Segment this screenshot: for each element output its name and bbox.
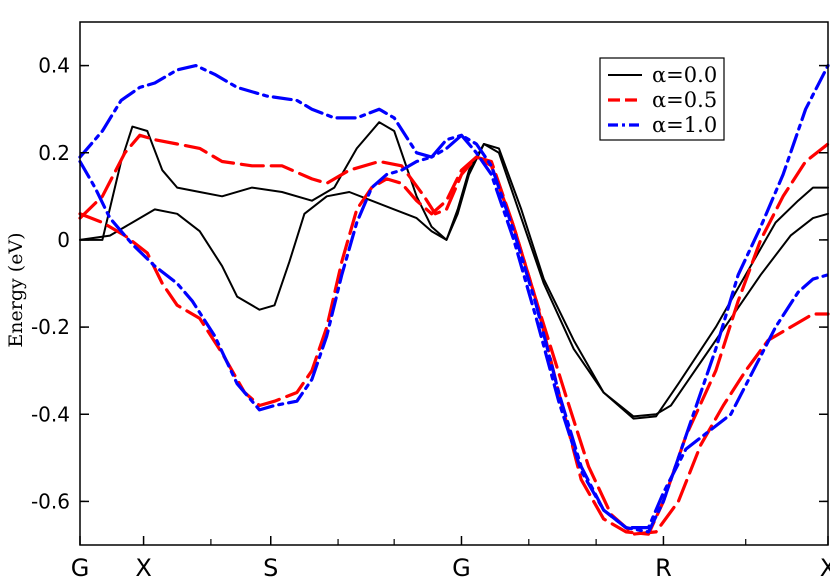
series-layer bbox=[78, 63, 830, 536]
series-2-band-0-line bbox=[78, 63, 830, 534]
y-tick-label-5: -0.6 bbox=[31, 489, 70, 513]
axes-layer bbox=[79, 21, 829, 546]
y-tick-label-3: -0.2 bbox=[31, 315, 70, 339]
ticks-layer: 0.4 0.2 0 -0.2 -0.4 -0.6 G X S G R X bbox=[31, 54, 830, 582]
y-tick-label-1: 0.2 bbox=[38, 141, 70, 165]
legend-label-0: α=0.0 bbox=[652, 63, 717, 87]
x-tick-label-1: X bbox=[135, 554, 151, 582]
y-tick-label-2: 0 bbox=[57, 228, 70, 252]
x-tick-label-5: X bbox=[820, 554, 830, 582]
series-2-band-1-line bbox=[78, 133, 830, 530]
x-tick-label-2: S bbox=[263, 554, 278, 582]
x-tick-label-0: G bbox=[71, 554, 90, 582]
y-tick-label-0: 0.4 bbox=[38, 54, 70, 78]
series-0-band-1-line bbox=[79, 143, 829, 418]
y-axis-label: Energy (eV) bbox=[5, 232, 27, 347]
y-tick-label-4: -0.4 bbox=[31, 402, 70, 426]
x-tick-label-3: G bbox=[452, 554, 471, 582]
legend-label-2: α=1.0 bbox=[652, 113, 717, 137]
series-1-band-0-line bbox=[78, 133, 830, 536]
legend-box bbox=[599, 57, 725, 141]
plot-frame bbox=[79, 21, 829, 546]
x-tick-label-4: R bbox=[655, 554, 672, 582]
series-0-band-0-line bbox=[79, 121, 829, 420]
legend-label-1: α=0.5 bbox=[652, 88, 717, 112]
legend: α=0.0α=0.5α=1.0 bbox=[599, 57, 725, 141]
